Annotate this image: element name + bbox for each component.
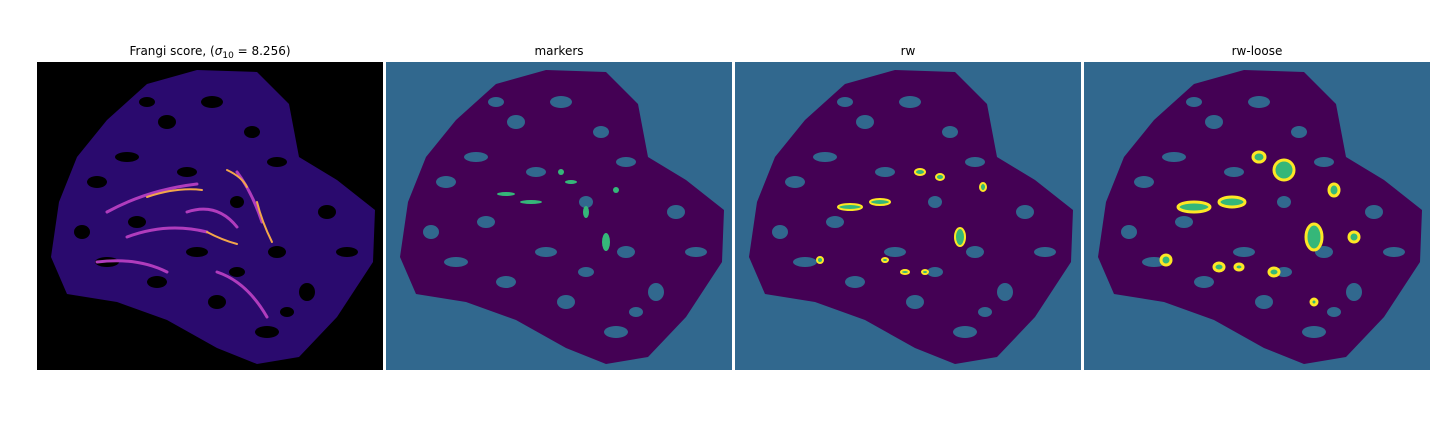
rw-segments — [816, 168, 987, 275]
marker-seeds — [497, 169, 619, 251]
rw-loose-panel-title: rw-loose — [1231, 44, 1283, 58]
tissue-region — [749, 70, 1073, 364]
rw-loose-segments — [1159, 150, 1361, 307]
rw-loose-svg — [1084, 62, 1430, 370]
sigma-subscript: 10 — [222, 51, 234, 61]
tissue-region — [51, 70, 375, 364]
tissue-region — [1098, 70, 1422, 364]
rw-loose-holes — [1121, 96, 1405, 338]
frangi-holes — [74, 96, 358, 338]
frangi-hot-ridges — [146, 169, 273, 245]
frangi-title-prefix: Frangi score, ( — [129, 44, 215, 58]
markers-holes — [423, 96, 707, 338]
rw-svg — [735, 62, 1081, 370]
frangi-image — [37, 62, 383, 370]
frangi-svg — [37, 62, 383, 370]
tissue-region — [400, 70, 724, 364]
rw-panel-title: rw — [900, 44, 916, 58]
frangi-title-suffix: = 8.256) — [233, 44, 291, 58]
rw-holes — [772, 96, 1056, 338]
markers-panel-title: markers — [534, 44, 584, 58]
frangi-panel-title: Frangi score, (σ10 = 8.256) — [37, 44, 383, 63]
frangi-ridges — [95, 170, 269, 319]
sigma-symbol: σ — [214, 44, 223, 58]
rw-loose-image — [1084, 62, 1430, 370]
rw-image — [735, 62, 1081, 370]
markers-svg — [386, 62, 732, 370]
markers-image — [386, 62, 732, 370]
